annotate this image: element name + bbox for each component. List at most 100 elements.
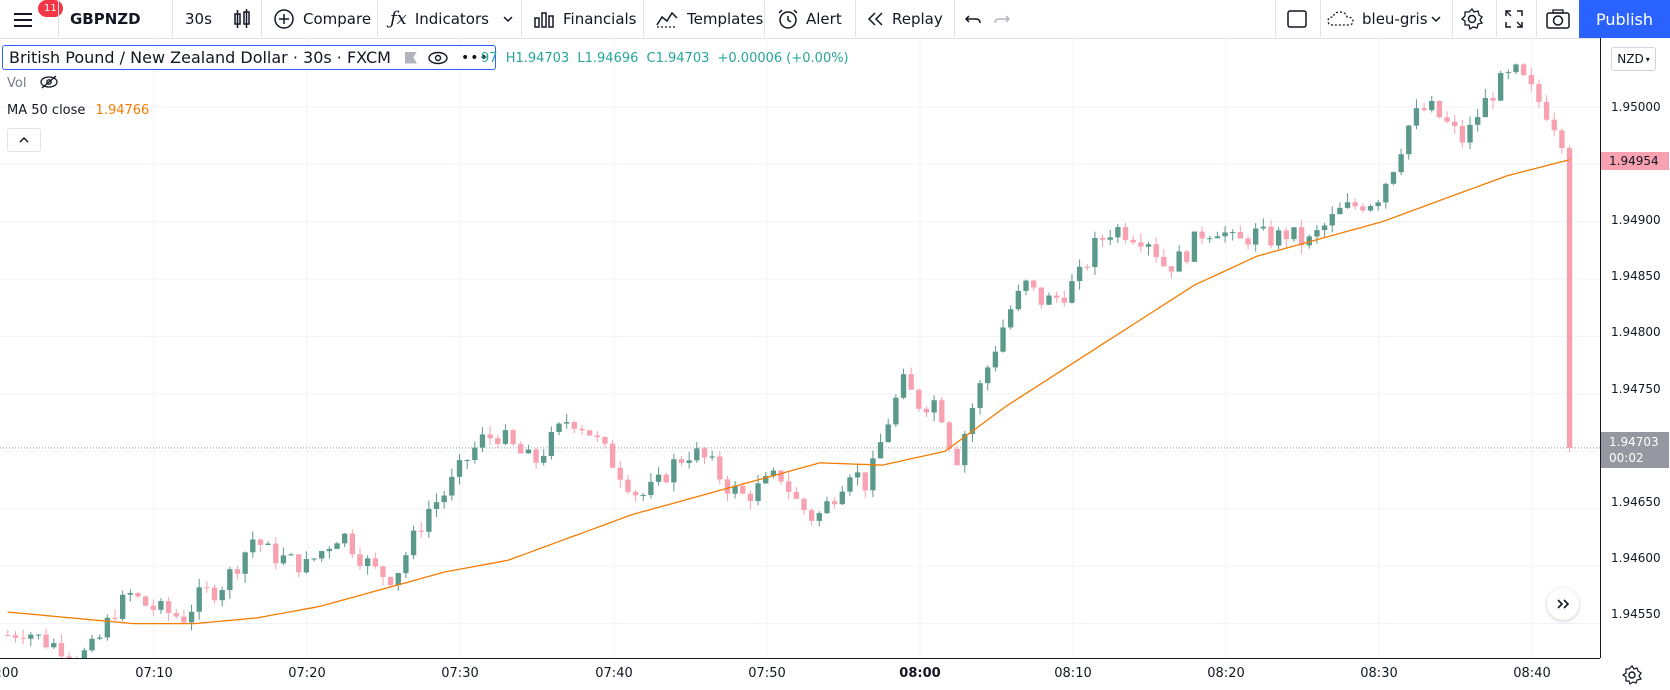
flag-icon[interactable] [404, 51, 417, 64]
candle-body [786, 481, 792, 492]
time-tick: 08:20 [1207, 666, 1245, 681]
candle-body [273, 543, 279, 564]
candle-body [1230, 232, 1236, 234]
scroll-to-realtime-button[interactable] [1547, 588, 1579, 620]
currency-label: NZD [1617, 52, 1644, 66]
candle-body [1222, 232, 1228, 237]
symbol-legend[interactable]: British Pound / New Zealand Dollar · 30s… [2, 45, 496, 70]
undo-button[interactable] [963, 0, 983, 37]
eye-icon[interactable] [427, 51, 449, 65]
candle-body [364, 558, 371, 567]
candle-body [372, 558, 378, 567]
candle-body [66, 656, 72, 658]
expand-icon [1505, 9, 1523, 28]
candle-body [303, 559, 310, 573]
candle-body [1214, 236, 1221, 239]
more-icon[interactable]: ••• [460, 49, 489, 66]
candle-body [678, 459, 685, 463]
layout-button[interactable]: bleu-gris [1326, 0, 1428, 37]
candle-body [602, 436, 608, 444]
time-tick: 08:40 [1513, 666, 1551, 681]
candle-body [1283, 230, 1289, 240]
axis-settings-button[interactable] [1622, 661, 1642, 689]
candle-body [265, 543, 271, 545]
candle-body [1436, 100, 1443, 118]
candle-body [1291, 227, 1297, 240]
candle-body [1543, 101, 1550, 120]
symbol-search-button[interactable]: GBPNZD [70, 9, 141, 28]
candle-body [1153, 244, 1159, 257]
candle-body [1260, 226, 1267, 229]
square-icon [1287, 9, 1307, 28]
candle-body [816, 513, 822, 521]
countdown-value: 00:02 [1609, 451, 1644, 465]
publish-button[interactable]: Publish [1579, 0, 1670, 38]
chevron-down-icon [503, 15, 513, 22]
candle-body [1459, 125, 1466, 143]
candle-body [150, 605, 156, 610]
candle-body [747, 493, 754, 502]
candle-body [586, 430, 593, 436]
time-tick: 07:40 [595, 666, 633, 681]
candle-body [962, 433, 968, 466]
candle-body [1107, 237, 1113, 240]
replay-button[interactable]: Replay [866, 0, 943, 37]
candle-body [1383, 183, 1389, 203]
snapshot-button[interactable] [1545, 0, 1571, 37]
candle-body [625, 479, 631, 492]
interval-button[interactable]: 30s [185, 9, 212, 28]
indicators-dropdown[interactable] [502, 0, 514, 37]
high-value: 1.94703 [515, 51, 570, 66]
ma-legend[interactable]: MA 50 close 1.94766 [7, 103, 149, 118]
candle-body [387, 576, 394, 586]
candle-body [479, 434, 486, 448]
high-label: H [505, 51, 516, 66]
candle-body [663, 474, 669, 483]
candle-body [717, 456, 723, 480]
settings-button[interactable] [1460, 0, 1484, 37]
alert-button[interactable]: Alert [776, 0, 842, 37]
candle-body [640, 495, 646, 497]
candle-body [242, 552, 248, 574]
candle-body [533, 449, 539, 463]
price-tick: 1.95000 [1611, 100, 1661, 114]
candle-body [5, 635, 11, 637]
candle-body [28, 634, 34, 639]
candle-body [257, 539, 264, 545]
price-chart[interactable] [0, 38, 1600, 658]
fullscreen-button[interactable] [1503, 0, 1525, 37]
candle-body [870, 458, 876, 491]
candle-body [954, 448, 960, 466]
divider [643, 0, 644, 37]
candle-body [939, 400, 945, 423]
price-tick: 1.94850 [1611, 269, 1661, 283]
candle-body [1000, 327, 1006, 352]
financials-button[interactable]: Financials [533, 0, 637, 37]
candle-body [946, 422, 953, 449]
time-axis[interactable] [0, 658, 1600, 690]
price-axis[interactable] [1600, 38, 1670, 658]
templates-button[interactable]: Templates [655, 0, 763, 37]
candle-body [885, 424, 891, 443]
chart-type-button[interactable] [232, 0, 252, 37]
candle-body [1275, 230, 1282, 246]
change-value: +0.00006 (+0.00%) [717, 51, 849, 66]
candle-body [1520, 64, 1527, 76]
candle-body [1367, 206, 1374, 211]
gear-icon [1622, 665, 1642, 685]
collapse-legend-button[interactable] [7, 128, 41, 152]
menu-button[interactable]: 11 [12, 0, 63, 37]
candle-body [127, 593, 133, 595]
candle-body [288, 554, 294, 556]
fullscreen-layout-button[interactable] [1286, 0, 1308, 37]
candle-body [1145, 244, 1152, 247]
layout-dropdown[interactable] [1430, 0, 1442, 37]
currency-selector[interactable]: NZD ▾ [1611, 47, 1656, 71]
candle-body [824, 501, 830, 514]
redo-button[interactable] [992, 0, 1012, 37]
indicators-button[interactable]: ƒx Indicators [390, 0, 489, 37]
cloud-icon [1327, 10, 1354, 26]
compare-button[interactable]: Compare [273, 0, 371, 37]
eye-hidden-icon[interactable] [39, 75, 59, 89]
volume-legend[interactable]: Vol [7, 75, 59, 91]
